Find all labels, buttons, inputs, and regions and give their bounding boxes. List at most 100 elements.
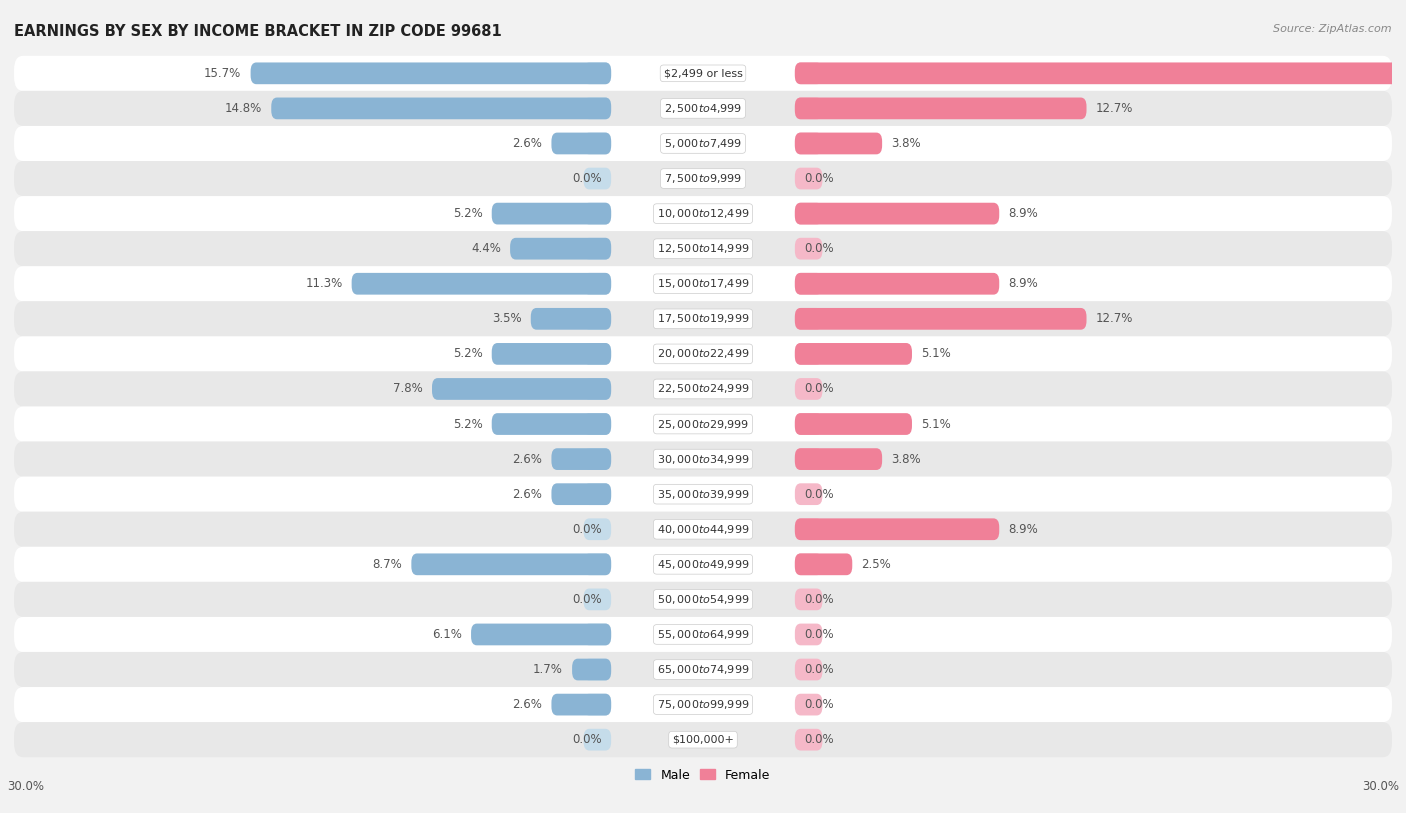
FancyBboxPatch shape	[794, 413, 823, 435]
FancyBboxPatch shape	[794, 343, 912, 365]
FancyBboxPatch shape	[794, 519, 823, 540]
FancyBboxPatch shape	[583, 378, 612, 400]
FancyBboxPatch shape	[551, 483, 612, 505]
FancyBboxPatch shape	[794, 273, 823, 294]
FancyBboxPatch shape	[14, 406, 1392, 441]
FancyBboxPatch shape	[14, 547, 1392, 582]
FancyBboxPatch shape	[352, 273, 612, 294]
FancyBboxPatch shape	[583, 343, 612, 365]
Text: 4.4%: 4.4%	[471, 242, 501, 255]
Text: 2.6%: 2.6%	[512, 453, 543, 466]
FancyBboxPatch shape	[583, 728, 612, 750]
Text: $45,000 to $49,999: $45,000 to $49,999	[657, 558, 749, 571]
FancyBboxPatch shape	[271, 98, 612, 120]
Text: 6.1%: 6.1%	[432, 628, 461, 641]
FancyBboxPatch shape	[794, 343, 823, 365]
Text: 5.2%: 5.2%	[453, 347, 482, 360]
Text: 8.9%: 8.9%	[1008, 277, 1038, 290]
FancyBboxPatch shape	[794, 554, 823, 575]
FancyBboxPatch shape	[510, 238, 612, 259]
FancyBboxPatch shape	[583, 483, 612, 505]
FancyBboxPatch shape	[794, 98, 823, 120]
FancyBboxPatch shape	[583, 624, 612, 646]
FancyBboxPatch shape	[583, 308, 612, 330]
Text: 0.0%: 0.0%	[804, 593, 834, 606]
Text: 5.2%: 5.2%	[453, 207, 482, 220]
Text: $2,500 to $4,999: $2,500 to $4,999	[664, 102, 742, 115]
Text: 5.1%: 5.1%	[921, 418, 950, 431]
FancyBboxPatch shape	[583, 554, 612, 575]
Text: 5.2%: 5.2%	[453, 418, 482, 431]
Text: 0.0%: 0.0%	[572, 172, 602, 185]
Text: 5.1%: 5.1%	[921, 347, 950, 360]
FancyBboxPatch shape	[14, 652, 1392, 687]
Text: $25,000 to $29,999: $25,000 to $29,999	[657, 418, 749, 431]
Text: 0.0%: 0.0%	[572, 733, 602, 746]
Text: $7,500 to $9,999: $7,500 to $9,999	[664, 172, 742, 185]
Text: $17,500 to $19,999: $17,500 to $19,999	[657, 312, 749, 325]
FancyBboxPatch shape	[14, 266, 1392, 302]
Text: $20,000 to $22,499: $20,000 to $22,499	[657, 347, 749, 360]
Text: $10,000 to $12,499: $10,000 to $12,499	[657, 207, 749, 220]
FancyBboxPatch shape	[583, 238, 612, 259]
Text: EARNINGS BY SEX BY INCOME BRACKET IN ZIP CODE 99681: EARNINGS BY SEX BY INCOME BRACKET IN ZIP…	[14, 24, 502, 39]
Text: $40,000 to $44,999: $40,000 to $44,999	[657, 523, 749, 536]
FancyBboxPatch shape	[794, 238, 823, 259]
Text: $65,000 to $74,999: $65,000 to $74,999	[657, 663, 749, 676]
FancyBboxPatch shape	[794, 693, 823, 715]
FancyBboxPatch shape	[492, 202, 612, 224]
FancyBboxPatch shape	[14, 337, 1392, 372]
FancyBboxPatch shape	[794, 273, 1000, 294]
Legend: Male, Female: Male, Female	[630, 763, 776, 787]
FancyBboxPatch shape	[794, 133, 882, 154]
FancyBboxPatch shape	[794, 413, 912, 435]
Text: 0.0%: 0.0%	[804, 172, 834, 185]
FancyBboxPatch shape	[14, 196, 1392, 231]
FancyBboxPatch shape	[583, 133, 612, 154]
Text: 0.0%: 0.0%	[572, 593, 602, 606]
FancyBboxPatch shape	[14, 582, 1392, 617]
Text: 0.0%: 0.0%	[804, 382, 834, 395]
FancyBboxPatch shape	[583, 589, 612, 611]
Text: 2.6%: 2.6%	[512, 137, 543, 150]
FancyBboxPatch shape	[492, 343, 612, 365]
FancyBboxPatch shape	[583, 659, 612, 680]
FancyBboxPatch shape	[794, 728, 823, 750]
FancyBboxPatch shape	[14, 617, 1392, 652]
Text: $55,000 to $64,999: $55,000 to $64,999	[657, 628, 749, 641]
FancyBboxPatch shape	[794, 63, 1406, 85]
Text: 2.5%: 2.5%	[862, 558, 891, 571]
Text: 0.0%: 0.0%	[804, 628, 834, 641]
Text: 0.0%: 0.0%	[572, 523, 602, 536]
FancyBboxPatch shape	[583, 202, 612, 224]
Text: 0.0%: 0.0%	[804, 663, 834, 676]
FancyBboxPatch shape	[432, 378, 612, 400]
FancyBboxPatch shape	[14, 511, 1392, 547]
FancyBboxPatch shape	[794, 378, 823, 400]
FancyBboxPatch shape	[794, 202, 823, 224]
FancyBboxPatch shape	[14, 126, 1392, 161]
Text: 3.5%: 3.5%	[492, 312, 522, 325]
FancyBboxPatch shape	[14, 161, 1392, 196]
FancyBboxPatch shape	[794, 483, 823, 505]
FancyBboxPatch shape	[794, 308, 823, 330]
FancyBboxPatch shape	[250, 63, 612, 85]
FancyBboxPatch shape	[794, 448, 823, 470]
Text: 8.7%: 8.7%	[373, 558, 402, 571]
Text: $30,000 to $34,999: $30,000 to $34,999	[657, 453, 749, 466]
Text: $2,499 or less: $2,499 or less	[664, 68, 742, 78]
Text: 7.8%: 7.8%	[394, 382, 423, 395]
Text: 8.9%: 8.9%	[1008, 523, 1038, 536]
Text: 2.6%: 2.6%	[512, 698, 543, 711]
FancyBboxPatch shape	[551, 693, 612, 715]
Text: 2.6%: 2.6%	[512, 488, 543, 501]
Text: 15.7%: 15.7%	[204, 67, 242, 80]
FancyBboxPatch shape	[794, 308, 1087, 330]
Text: $12,500 to $14,999: $12,500 to $14,999	[657, 242, 749, 255]
FancyBboxPatch shape	[794, 659, 823, 680]
FancyBboxPatch shape	[583, 98, 612, 120]
FancyBboxPatch shape	[583, 448, 612, 470]
FancyBboxPatch shape	[794, 63, 823, 85]
FancyBboxPatch shape	[794, 589, 823, 611]
FancyBboxPatch shape	[14, 372, 1392, 406]
